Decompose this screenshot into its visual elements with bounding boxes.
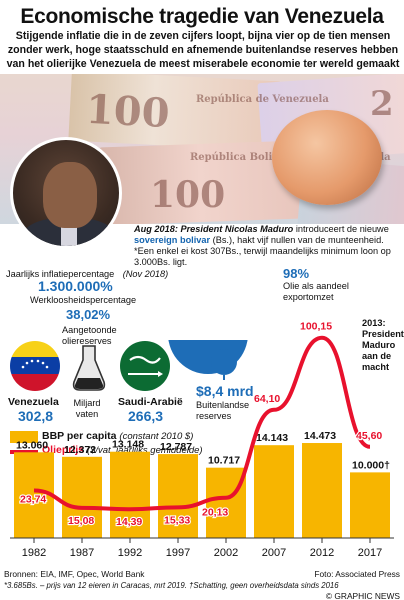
oil-value-label: 45,60 [356,430,382,442]
oil-legend-swatch [10,450,38,454]
photo-credit: Foto: Associated Press [314,569,400,579]
oil-barrel-icon [72,345,106,391]
gdp-bar [350,472,390,538]
x-tick-label: 1997 [166,547,190,559]
graphic-credit: © GRAPHIC NEWS [325,591,400,600]
gdp-value-label: 14.473 [304,430,336,442]
caption-lead: Aug 2018: President Nicolas Maduro [134,224,294,234]
oil-value-label: 64,10 [254,393,280,405]
portrait-maduro [10,137,122,249]
oil-price-line [33,335,371,512]
gdp-oil-chart: 13.060 1982 12.372 1987 13.148 1992 12.787 1997… [10,320,394,559]
x-tick-label: 2007 [262,547,286,559]
oil-value-label: 15,33 [164,514,190,526]
inflation-label: Jaarlijks inflatiepercentage [6,269,115,279]
gdp-legend-label: BBP per capita [42,430,117,442]
oil-value-label: 20,13 [202,507,228,519]
gdp-value-label: 10.717 [208,455,240,467]
oil-legend-note: ($/vat, jaarlijks gemiddelde) [86,445,203,456]
oil-value-label: 14,39 [116,516,142,528]
gdp-bar [14,452,54,538]
gdp-bar [302,443,342,538]
unemployment-label: Werkloosheidspercentage [30,295,137,305]
caption-highlight: sovereign bolivar [134,235,211,245]
egg [272,110,382,205]
reserves-label: Buitenlandse reserves [196,400,250,421]
debt-value: US$156 mrd [170,296,246,311]
sources-line: Bronnen: EIA, IMF, Opec, World Bank [4,569,145,579]
debt-label: Venezuela's buitenlandse schuld [181,312,235,342]
banknote-number: 2 [370,84,394,124]
footnote: *3.685Bs. – prijs van 12 eieren in Carac… [4,581,339,590]
gdp-bar [206,467,246,538]
oil-export-label: Olie als aandeel exportomzet [283,281,349,302]
gdp-legend-note: (constant 2010 $) [119,431,194,442]
x-tick-label: 1982 [22,547,46,559]
proven-reserves-label: Aangetoonde oliereserves [62,325,117,346]
gdp-bar [158,454,198,538]
inflation-stat: Jaarlijks inflatiepercentage (Nov 2018) [6,264,168,282]
barrels-label: Miljard vaten [73,398,101,419]
venezuela-name: Venezuela [8,396,59,408]
gdp-bar [62,456,102,538]
caption-text: (Bs.), hakt vijf nullen van de munteenhe… [134,235,391,267]
x-tick-label: 1987 [70,547,94,559]
gdp-value-label: 12.372 [64,444,96,456]
subtitle: Stijgende inflatie die in de zeven cijfe… [6,30,400,70]
oil-value-label: 15,08 [68,515,94,527]
gdp-value-label: 13.060 [16,439,48,451]
gdp-legend: BBP per capita (constant 2010 $) [42,430,193,442]
gdp-value-label: 13.148 [112,439,144,451]
inflation-value: 1.300.000% [38,278,113,294]
venezuela-reserves-value: 302,8 [18,408,54,424]
saudi-reserves-value: 266,3 [128,408,164,424]
x-tick-label: 2017 [358,547,382,559]
gdp-legend-swatch [10,431,38,443]
x-tick-label: 2002 [214,547,238,559]
maduro-note: 2013: President Maduro aan de macht [362,318,404,372]
maduro-caption: Aug 2018: President Nicolas Maduro intro… [134,224,400,268]
banknote-number: 100 [84,85,171,138]
unemployment-value: 38,02% [66,307,111,322]
oil-export-value: 98% [283,266,310,281]
inflation-note: (Nov 2018) [122,269,169,279]
oil-value-label: 23,74 [20,494,46,506]
venezuela-flag-icon [10,341,60,391]
gdp-value-label: 10.000† [352,459,390,471]
saudi-name: Saudi-Arabië [118,396,183,408]
caption-text: introduceert de nieuwe [293,224,389,234]
gdp-value-label: 14.143 [256,432,288,444]
oil-value-label: 100,15 [300,321,332,333]
saudi-flag-icon [120,341,170,391]
banknote-text: República de Venezuela [196,94,329,105]
reserves-value: $8,4 mrd [196,383,254,399]
sources: Bronnen: EIA, IMF, Opec, World Bank Foto:… [4,569,400,600]
x-tick-label: 2012 [310,547,334,559]
reserves-circle [211,349,237,375]
gdp-bar [110,451,150,538]
page-title: Economische tragedie van Venezuela [20,5,384,28]
x-tick-label: 1992 [118,547,142,559]
gdp-bar [254,445,294,538]
gdp-value-label: 12.787 [160,441,192,453]
banknote-number: 100 [150,174,226,216]
reserves-comparison [10,340,248,391]
